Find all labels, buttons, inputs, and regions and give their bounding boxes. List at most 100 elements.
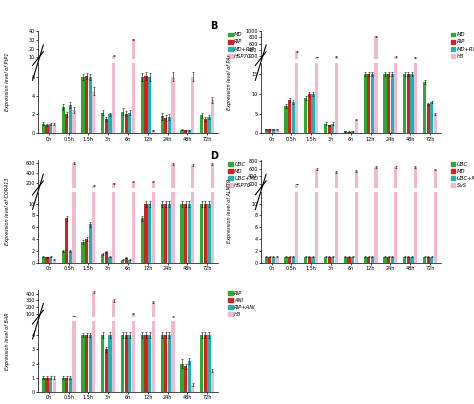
Bar bbox=[407, 257, 410, 263]
Bar bbox=[49, 378, 52, 392]
Bar bbox=[132, 40, 135, 66]
Bar bbox=[191, 77, 194, 133]
Bar bbox=[403, 257, 406, 263]
Bar bbox=[164, 335, 167, 392]
Bar bbox=[121, 260, 124, 263]
Bar bbox=[191, 0, 194, 263]
Bar bbox=[109, 114, 111, 133]
Bar bbox=[46, 125, 49, 133]
Bar bbox=[211, 164, 214, 193]
Bar bbox=[367, 257, 370, 263]
Bar bbox=[191, 165, 194, 193]
Bar bbox=[141, 61, 144, 66]
Bar bbox=[145, 204, 147, 263]
Bar bbox=[161, 192, 164, 193]
Bar bbox=[364, 62, 367, 63]
Bar bbox=[141, 219, 144, 263]
Bar bbox=[168, 192, 171, 193]
Bar bbox=[171, 0, 174, 392]
Bar bbox=[42, 124, 45, 133]
Bar bbox=[145, 335, 147, 392]
Bar bbox=[53, 260, 56, 263]
Bar bbox=[101, 64, 104, 66]
Bar bbox=[148, 61, 151, 66]
Bar bbox=[410, 62, 413, 63]
Bar bbox=[128, 64, 131, 66]
Bar bbox=[394, 0, 397, 133]
Bar bbox=[304, 257, 308, 263]
Bar bbox=[264, 257, 268, 263]
Bar bbox=[347, 257, 351, 263]
Bar bbox=[148, 77, 151, 133]
Bar bbox=[92, 91, 95, 133]
Bar bbox=[374, 0, 377, 133]
Bar bbox=[109, 335, 111, 392]
Bar bbox=[364, 74, 367, 133]
Bar bbox=[308, 257, 311, 263]
Bar bbox=[125, 64, 128, 66]
Bar bbox=[171, 0, 174, 263]
Bar bbox=[171, 61, 174, 66]
Bar bbox=[132, 0, 135, 133]
Bar bbox=[427, 257, 430, 263]
Bar bbox=[414, 167, 417, 191]
Bar bbox=[42, 378, 45, 392]
Bar bbox=[132, 182, 135, 193]
Bar bbox=[288, 257, 291, 263]
Bar bbox=[152, 0, 155, 263]
Bar bbox=[268, 257, 272, 263]
Bar bbox=[161, 204, 164, 263]
Bar bbox=[62, 251, 65, 263]
Bar bbox=[145, 192, 147, 193]
Bar bbox=[69, 105, 72, 133]
Bar bbox=[191, 385, 194, 392]
Bar bbox=[188, 192, 191, 193]
Bar bbox=[42, 65, 45, 66]
Bar bbox=[391, 257, 394, 263]
Bar bbox=[125, 114, 128, 133]
Bar bbox=[92, 185, 95, 193]
Bar bbox=[387, 74, 390, 133]
Bar bbox=[200, 116, 203, 133]
Bar bbox=[188, 361, 191, 392]
Bar bbox=[355, 171, 358, 191]
Bar bbox=[73, 0, 75, 392]
Bar bbox=[46, 65, 49, 66]
Bar bbox=[164, 118, 167, 133]
Bar bbox=[92, 62, 95, 66]
Bar bbox=[148, 192, 151, 193]
Bar bbox=[288, 100, 291, 133]
Bar bbox=[152, 0, 155, 392]
Bar bbox=[85, 239, 88, 263]
Bar bbox=[315, 0, 318, 133]
Bar bbox=[125, 258, 128, 263]
Legend: MD, RIP, MD+RIP, HSP70: MD, RIP, MD+RIP, HSP70 bbox=[228, 32, 255, 59]
Bar bbox=[387, 62, 390, 63]
Bar bbox=[430, 257, 433, 263]
Bar bbox=[49, 257, 52, 263]
Bar bbox=[188, 204, 191, 263]
Bar bbox=[69, 378, 72, 392]
Bar bbox=[46, 378, 49, 392]
Bar bbox=[132, 0, 135, 392]
Bar bbox=[295, 0, 298, 263]
Bar bbox=[128, 113, 131, 133]
Bar bbox=[105, 119, 108, 133]
Bar bbox=[204, 192, 207, 193]
Bar bbox=[89, 77, 92, 133]
Bar bbox=[427, 104, 430, 133]
Bar bbox=[112, 0, 115, 392]
Text: Expression level of COR413: Expression level of COR413 bbox=[5, 178, 9, 245]
Bar bbox=[152, 302, 155, 320]
Bar bbox=[391, 74, 394, 133]
Bar bbox=[355, 0, 358, 263]
Bar bbox=[49, 65, 52, 66]
Bar bbox=[410, 74, 413, 133]
Bar bbox=[85, 335, 88, 392]
Bar bbox=[188, 130, 191, 133]
Bar bbox=[414, 58, 417, 63]
Bar bbox=[164, 192, 167, 193]
Bar bbox=[82, 335, 85, 392]
Bar bbox=[82, 242, 85, 263]
Bar bbox=[128, 260, 131, 263]
